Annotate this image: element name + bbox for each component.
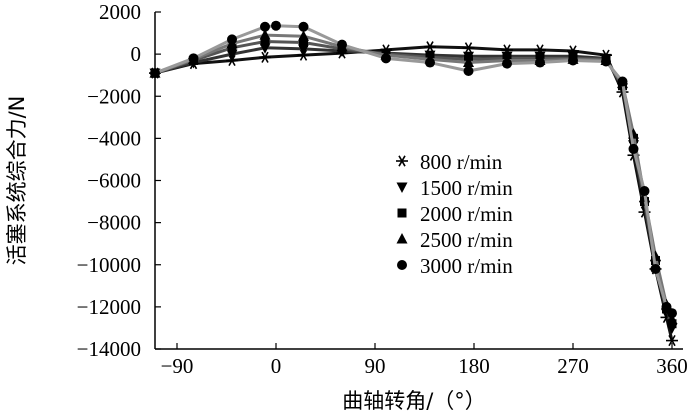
data-point [628,143,639,154]
data-point [425,57,435,68]
data-point [260,21,270,32]
data-point [666,334,678,347]
x-tick-label: 0 [271,354,282,378]
legend-marker [396,233,408,244]
data-point [298,21,309,32]
data-point [502,58,512,69]
legend-label: 800 r/min [420,150,503,174]
series-1500-r-min [149,43,678,334]
data-point [650,263,661,274]
series-800-r-min [149,41,678,347]
star-stroke [398,155,406,167]
data-point [259,29,271,40]
legend-label: 1500 r/min [420,176,513,200]
data-point [535,57,545,68]
data-point [381,53,391,64]
y-tick-label: −4000 [87,126,141,150]
series-3000-r-min [150,20,677,319]
series-line [154,39,674,325]
x-tick-label: −90 [161,354,194,378]
data-point [259,51,271,63]
y-tick-label: 0 [131,42,142,66]
y-tick-label: 2000 [99,0,141,24]
legend-marker [397,208,407,218]
x-tick-label: 180 [458,354,490,378]
data-point [226,54,238,67]
y-tick-label: −14000 [77,337,141,361]
data-point [260,36,270,46]
y-tick-label: −10000 [77,253,141,277]
series-line [154,24,674,315]
data-point [298,30,309,41]
legend-label: 3000 r/min [420,254,513,278]
data-point [271,20,281,31]
data-point [462,42,475,54]
star-stroke [426,41,434,53]
data-point [463,65,474,76]
x-tick-label: 90 [365,354,386,378]
star-stroke [228,54,236,67]
data-point [227,34,237,45]
series-2000-r-min [150,36,677,329]
legend-marker [397,260,407,270]
x-tick-label: 360 [656,354,688,378]
data-point [666,313,678,325]
legend-label: 2000 r/min [420,202,513,226]
star-stroke [261,51,269,63]
data-point [639,186,650,197]
data-point [424,41,436,53]
series-layer [149,20,678,347]
star-stroke [299,49,308,61]
x-axis-label: 曲轴转角/（°） [342,389,486,413]
data-point [617,76,628,87]
y-tick-label: −8000 [87,211,141,235]
y-tick-label: −2000 [87,84,141,108]
data-point [667,308,677,319]
series-2500-r-min [149,29,678,325]
data-point [601,56,611,67]
y-tick-label: −6000 [87,169,141,193]
y-axis-label: 活塞系统综合力/N [5,96,29,266]
data-point [299,38,308,48]
series-line [154,33,674,321]
data-point [188,53,199,64]
data-point [568,55,578,66]
data-point [463,56,474,68]
legend-marker [396,182,408,193]
y-tick-label: −12000 [77,295,141,319]
legend-label: 2500 r/min [420,228,513,252]
axes: −90 0 90 180 270 360 2000 0 −2000 −4000 −6000 −8000… [77,0,688,378]
data-point [297,49,310,61]
star-stroke [668,334,676,347]
series-line [154,46,674,329]
star-stroke [464,42,473,54]
data-point [337,39,347,50]
x-tick-label: 270 [557,354,589,378]
legend-marker [396,155,408,167]
series-line [154,45,674,341]
